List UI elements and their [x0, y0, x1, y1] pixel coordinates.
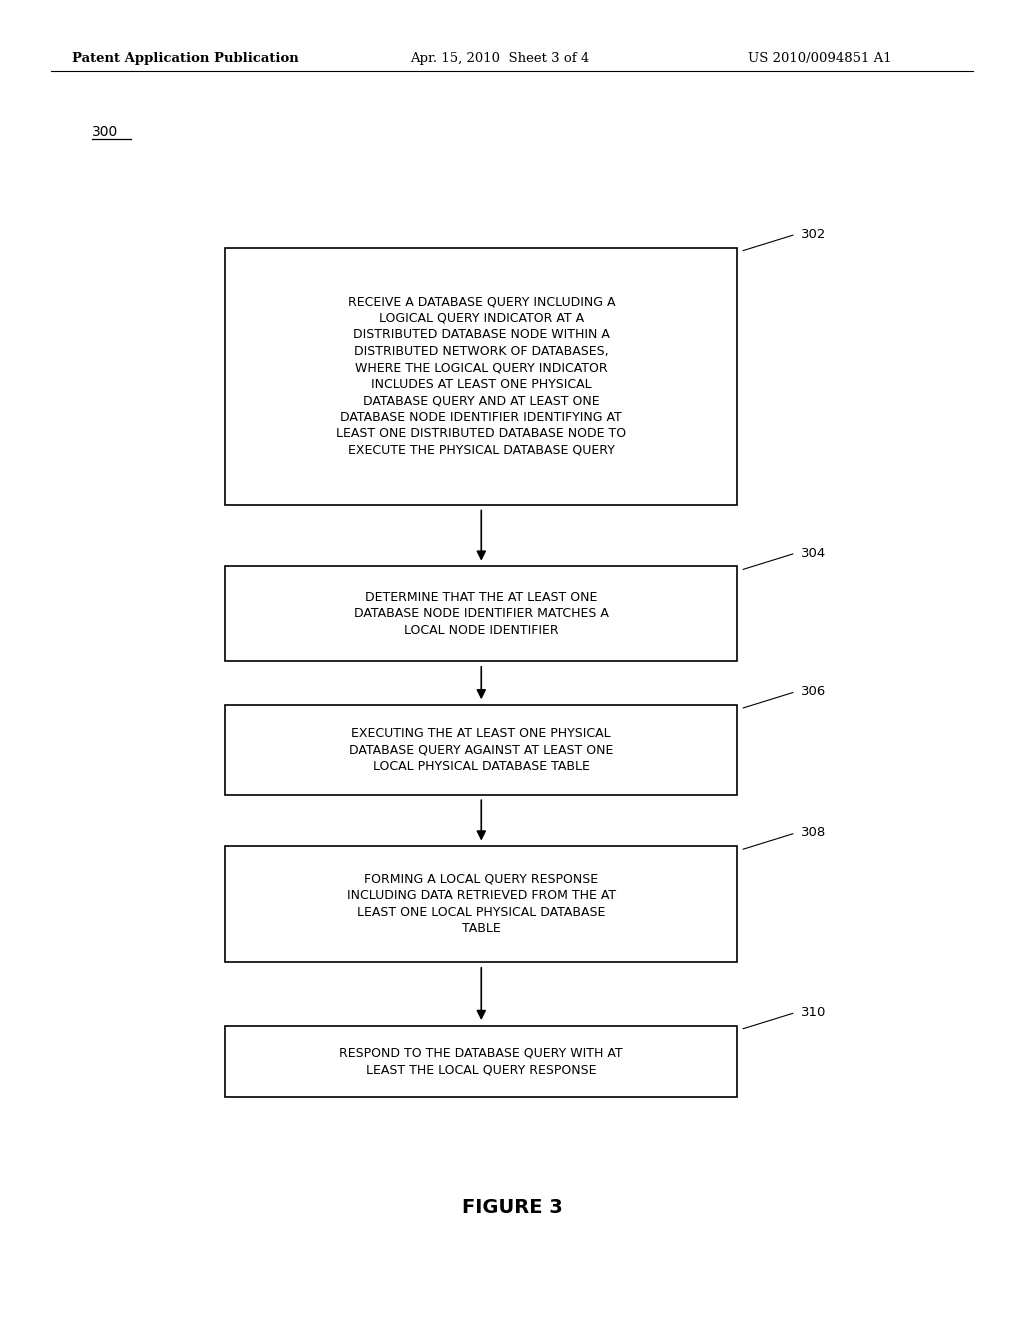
Text: FORMING A LOCAL QUERY RESPONSE
INCLUDING DATA RETRIEVED FROM THE AT
LEAST ONE LO: FORMING A LOCAL QUERY RESPONSE INCLUDING…: [347, 873, 615, 936]
Text: Apr. 15, 2010  Sheet 3 of 4: Apr. 15, 2010 Sheet 3 of 4: [410, 51, 589, 65]
Text: FIGURE 3: FIGURE 3: [462, 1199, 562, 1217]
Text: 308: 308: [801, 826, 826, 840]
Bar: [225, 705, 737, 795]
Text: EXECUTING THE AT LEAST ONE PHYSICAL
DATABASE QUERY AGAINST AT LEAST ONE
LOCAL PH: EXECUTING THE AT LEAST ONE PHYSICAL DATA…: [349, 727, 613, 772]
Text: 304: 304: [801, 546, 826, 560]
Text: Patent Application Publication: Patent Application Publication: [72, 51, 298, 65]
Bar: [225, 248, 737, 506]
Text: 302: 302: [801, 228, 826, 240]
Text: 306: 306: [801, 685, 826, 698]
Text: 300: 300: [92, 124, 119, 139]
Bar: [225, 566, 737, 661]
Text: RECEIVE A DATABASE QUERY INCLUDING A
LOGICAL QUERY INDICATOR AT A
DISTRIBUTED DA: RECEIVE A DATABASE QUERY INCLUDING A LOG…: [336, 296, 627, 457]
Text: RESPOND TO THE DATABASE QUERY WITH AT
LEAST THE LOCAL QUERY RESPONSE: RESPOND TO THE DATABASE QUERY WITH AT LE…: [340, 1047, 623, 1076]
Text: US 2010/0094851 A1: US 2010/0094851 A1: [748, 51, 891, 65]
Bar: [225, 1026, 737, 1097]
Text: DETERMINE THAT THE AT LEAST ONE
DATABASE NODE IDENTIFIER MATCHES A
LOCAL NODE ID: DETERMINE THAT THE AT LEAST ONE DATABASE…: [354, 591, 608, 636]
Bar: [225, 846, 737, 962]
Text: 310: 310: [801, 1006, 826, 1019]
